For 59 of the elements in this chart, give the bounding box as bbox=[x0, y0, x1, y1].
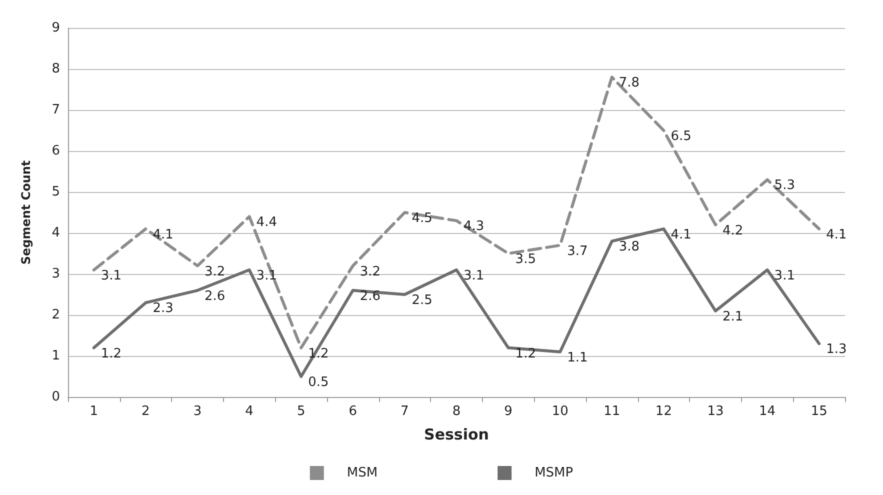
data-label: 3.8 bbox=[618, 240, 640, 255]
data-label: 3.1 bbox=[256, 268, 277, 284]
y-tick-label: 3 bbox=[52, 266, 60, 282]
x-tick-label: 10 bbox=[552, 404, 568, 419]
data-label: 2.6 bbox=[204, 288, 226, 304]
x-tick-label: 4 bbox=[245, 404, 254, 419]
legend-label: MSM bbox=[346, 466, 378, 480]
x-tick-label: 12 bbox=[655, 404, 672, 419]
x-tick-label: 3 bbox=[193, 404, 202, 419]
data-label: 1.2 bbox=[515, 346, 536, 362]
data-label: 3.2 bbox=[204, 264, 226, 280]
y-tick-label: 1 bbox=[52, 348, 60, 364]
data-label: 1.2 bbox=[100, 346, 122, 362]
x-tick-label: 13 bbox=[707, 404, 724, 419]
x-axis-title: Session bbox=[424, 426, 489, 444]
data-label: 1.3 bbox=[826, 342, 847, 358]
y-tick-label: 2 bbox=[52, 308, 60, 322]
y-tick-label: 8 bbox=[52, 62, 60, 76]
y-tick-label: 6 bbox=[52, 144, 60, 158]
y-tick-label: 5 bbox=[52, 184, 60, 200]
legend-label: MSMP bbox=[534, 466, 574, 480]
data-label: 1.1 bbox=[567, 350, 588, 366]
x-tick-label: 15 bbox=[810, 404, 828, 419]
x-tick-label: 9 bbox=[504, 404, 512, 419]
x-tick-label: 7 bbox=[400, 404, 409, 419]
x-tick-label: 14 bbox=[759, 404, 776, 419]
data-label: 3.1 bbox=[100, 268, 122, 284]
data-label: 2.3 bbox=[152, 301, 174, 316]
data-label: 3.1 bbox=[774, 268, 795, 284]
y-axis-title: Segment Count bbox=[19, 160, 33, 265]
data-label: 2.1 bbox=[722, 309, 744, 324]
y-tick-label: 7 bbox=[52, 102, 60, 118]
data-label: 5.3 bbox=[774, 178, 795, 194]
data-label: 4.4 bbox=[256, 215, 277, 230]
data-label: 4.1 bbox=[152, 227, 174, 242]
x-tick-label: 2 bbox=[142, 404, 150, 419]
data-label: 3.2 bbox=[360, 264, 381, 280]
data-label: 3.7 bbox=[567, 244, 588, 259]
data-label: 7.8 bbox=[618, 76, 640, 91]
data-label: 2.5 bbox=[412, 293, 432, 308]
x-tick-label: 11 bbox=[604, 404, 620, 419]
y-tick-label: 0 bbox=[52, 390, 60, 404]
data-label: 6.5 bbox=[670, 129, 692, 144]
data-label: 4.3 bbox=[464, 219, 484, 234]
data-label: 3.5 bbox=[515, 252, 536, 267]
data-label: 4.2 bbox=[722, 223, 744, 238]
data-label: 4.5 bbox=[412, 211, 432, 226]
data-label: 2.6 bbox=[360, 288, 381, 304]
data-label: 3.1 bbox=[464, 268, 484, 284]
x-tick-label: 1 bbox=[90, 404, 98, 419]
data-label: 4.1 bbox=[670, 227, 692, 242]
y-tick-label: 4 bbox=[52, 226, 60, 240]
data-label: 4.1 bbox=[826, 227, 847, 242]
data-label: 0.5 bbox=[308, 375, 329, 390]
x-tick-label: 5 bbox=[296, 404, 306, 419]
x-tick-label: 6 bbox=[348, 404, 358, 419]
x-tick-label: 8 bbox=[452, 404, 461, 419]
line-series bbox=[92, 76, 821, 350]
y-tick-label: 9 bbox=[52, 20, 60, 36]
